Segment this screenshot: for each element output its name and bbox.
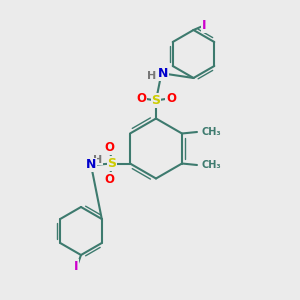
Text: CH₃: CH₃ [202,160,221,170]
Text: N: N [86,158,96,172]
Text: H: H [93,154,102,165]
Text: S: S [152,94,160,107]
Text: N: N [158,67,169,80]
Text: I: I [74,260,79,273]
Text: S: S [107,157,116,170]
Text: I: I [202,19,206,32]
Text: O: O [166,92,176,105]
Text: O: O [136,92,146,105]
Text: O: O [105,172,115,186]
Text: O: O [105,141,115,154]
Text: H: H [148,70,157,81]
Text: CH₃: CH₃ [202,127,221,137]
